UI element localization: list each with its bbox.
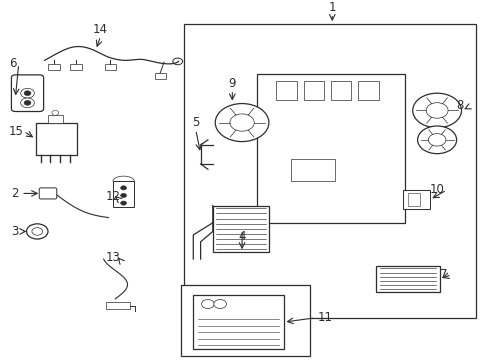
Bar bbox=[330, 81, 350, 100]
Text: 7: 7 bbox=[439, 268, 446, 281]
Bar bbox=[407, 193, 419, 206]
Bar bbox=[303, 81, 324, 100]
Bar bbox=[256, 74, 405, 223]
Circle shape bbox=[417, 126, 456, 154]
Text: 4: 4 bbox=[238, 230, 245, 243]
Text: 9: 9 bbox=[228, 77, 236, 90]
Circle shape bbox=[121, 193, 126, 198]
Text: 1: 1 bbox=[328, 1, 335, 14]
Text: 11: 11 bbox=[317, 311, 332, 324]
Bar bbox=[181, 285, 310, 356]
Text: 3: 3 bbox=[11, 225, 19, 238]
Circle shape bbox=[32, 228, 42, 235]
Bar bbox=[193, 295, 283, 349]
Circle shape bbox=[20, 88, 34, 98]
Bar bbox=[113, 181, 134, 207]
Bar bbox=[36, 122, 77, 156]
Circle shape bbox=[425, 103, 447, 118]
Bar bbox=[276, 81, 296, 100]
Text: 15: 15 bbox=[9, 125, 24, 138]
Circle shape bbox=[26, 224, 48, 239]
Circle shape bbox=[121, 186, 126, 190]
Text: 10: 10 bbox=[429, 184, 444, 197]
FancyBboxPatch shape bbox=[39, 188, 57, 199]
Circle shape bbox=[412, 93, 461, 128]
Bar bbox=[48, 64, 60, 70]
Circle shape bbox=[201, 300, 214, 309]
Bar bbox=[357, 81, 378, 100]
Circle shape bbox=[213, 300, 226, 309]
Text: 13: 13 bbox=[105, 251, 120, 264]
Bar bbox=[402, 190, 429, 209]
Bar bbox=[104, 64, 116, 70]
Bar bbox=[70, 64, 82, 70]
Circle shape bbox=[215, 104, 268, 141]
Bar bbox=[375, 266, 439, 292]
Bar bbox=[183, 24, 475, 318]
FancyBboxPatch shape bbox=[11, 75, 43, 112]
Bar bbox=[290, 159, 334, 181]
Bar bbox=[155, 73, 166, 79]
Circle shape bbox=[24, 100, 31, 105]
Text: 12: 12 bbox=[105, 190, 120, 203]
Text: 6: 6 bbox=[9, 57, 17, 70]
Text: 5: 5 bbox=[192, 117, 199, 130]
Bar bbox=[212, 206, 268, 252]
Circle shape bbox=[229, 114, 254, 131]
Bar bbox=[105, 302, 130, 309]
Circle shape bbox=[427, 134, 445, 146]
Circle shape bbox=[20, 98, 34, 108]
Text: 8: 8 bbox=[456, 99, 463, 112]
Text: 2: 2 bbox=[11, 187, 19, 200]
Circle shape bbox=[52, 111, 59, 115]
Circle shape bbox=[24, 91, 31, 96]
Text: 14: 14 bbox=[93, 23, 108, 36]
Circle shape bbox=[121, 201, 126, 205]
Bar bbox=[48, 115, 62, 122]
